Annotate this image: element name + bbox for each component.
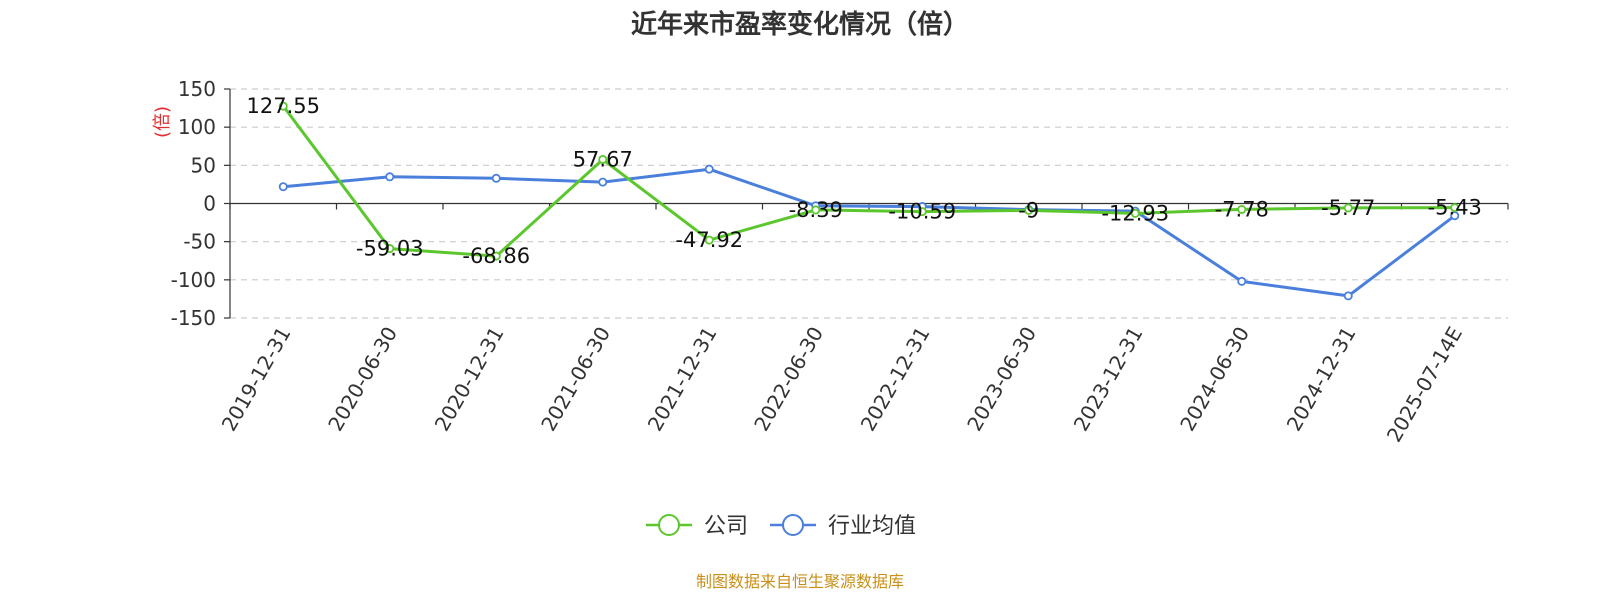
series-point-1[interactable] [1237, 276, 1247, 286]
data-label: -7.78 [1215, 197, 1269, 221]
series-line-1 [283, 167, 1456, 298]
data-label: -8.39 [789, 198, 843, 222]
series-point-1[interactable] [278, 182, 288, 192]
x-tick-label: 2022-06-30 [749, 323, 828, 436]
series-point-0[interactable] [1343, 203, 1353, 213]
y-tick-label: 0 [203, 192, 216, 216]
series-point-0[interactable] [491, 251, 501, 261]
y-tick-label: 100 [178, 115, 216, 139]
series-point-0[interactable] [704, 235, 714, 245]
y-tick-label: -150 [171, 306, 216, 330]
series-point-1[interactable] [1343, 291, 1353, 301]
series-point-1[interactable] [491, 173, 501, 183]
x-tick-label: 2019-12-31 [217, 323, 296, 436]
data-label: -10.59 [888, 200, 956, 224]
x-tick-label: 2025-07-14E [1382, 323, 1467, 447]
source-note: 制图数据来自恒生聚源数据库 [696, 572, 904, 591]
series-point-1[interactable] [704, 164, 714, 174]
series-line-0 [282, 105, 1455, 258]
legend-marker [658, 514, 680, 536]
x-tick-label: 2022-12-31 [856, 323, 935, 436]
x-tick-label: 2020-06-30 [323, 323, 402, 436]
x-tick-label: 2021-12-31 [643, 323, 722, 436]
series-point-1[interactable] [598, 177, 608, 187]
legend[interactable]: 公司 行业均值 [646, 514, 916, 539]
series-point-0[interactable] [1024, 205, 1034, 215]
series-point-0[interactable] [278, 101, 288, 111]
x-tick-label: 2024-12-31 [1282, 323, 1361, 436]
series-point-0[interactable] [1237, 204, 1247, 214]
x-tick-label: 2024-06-30 [1175, 323, 1254, 436]
x-tick-label: 2020-12-31 [430, 323, 509, 436]
y-tick-label: -50 [183, 230, 216, 254]
series-point-0[interactable] [598, 154, 608, 164]
data-label: 57.67 [573, 147, 633, 171]
data-label: -12.93 [1101, 201, 1169, 225]
data-label: -5.43 [1428, 196, 1482, 220]
data-label: 127.55 [247, 94, 320, 118]
y-axis-unit-label: (倍) [152, 106, 173, 138]
data-label: -47.92 [675, 228, 743, 252]
series-point-0[interactable] [811, 205, 821, 215]
data-label: -59.03 [356, 237, 424, 261]
y-tick-label: 50 [191, 153, 216, 177]
legend-item-1[interactable]: 行业均值 [770, 514, 916, 539]
series-point-0[interactable] [385, 244, 395, 254]
legend-label: 行业均值 [828, 514, 916, 539]
legend-item-0[interactable]: 公司 [646, 514, 748, 539]
data-labels: 127.55 -59.03 -68.86 57.67 -47.92 -8.39 -10.59… [247, 94, 1482, 268]
series-point-0[interactable] [1130, 208, 1140, 218]
chart-title: 近年来市盈率变化情况（倍） [631, 9, 969, 40]
data-label: -5.77 [1321, 196, 1375, 220]
x-tick-label: 2021-06-30 [536, 323, 615, 436]
series-point-1[interactable] [385, 172, 395, 182]
series-lines [278, 101, 1460, 301]
data-label: -9 [1018, 198, 1039, 222]
y-tick-label: 150 [178, 77, 216, 101]
x-tick-label: 2023-06-30 [962, 323, 1041, 436]
legend-marker [782, 514, 804, 536]
y-tick-label: -100 [171, 268, 216, 292]
data-label: -68.86 [462, 244, 530, 268]
legend-label: 公司 [704, 514, 748, 539]
series-point-0[interactable] [1450, 203, 1460, 213]
x-tick-label: 2023-12-31 [1069, 323, 1148, 436]
series-point-0[interactable] [917, 207, 927, 217]
gridlines [230, 88, 1508, 319]
